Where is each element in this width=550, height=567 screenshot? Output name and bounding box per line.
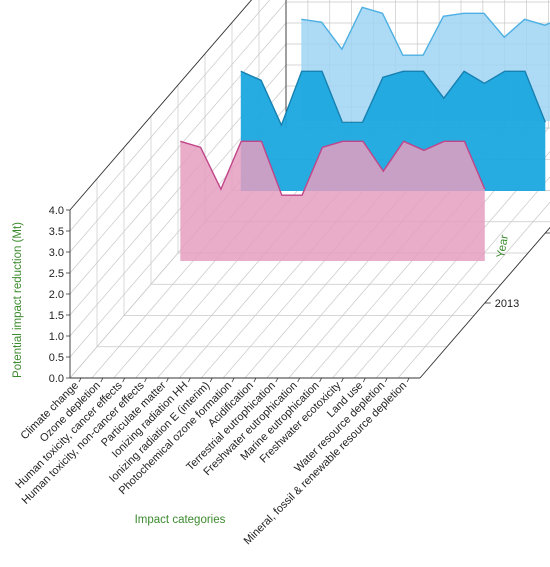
series-layer — [180, 6, 550, 261]
series-line-2023 — [240, 70, 546, 128]
y-tick-label: 2.0 — [49, 289, 64, 301]
series-2013 — [180, 140, 486, 261]
x-tick-mark — [187, 377, 191, 383]
z-tick-label: 2013 — [495, 298, 519, 310]
y-axis-title: Potential impact reduction (Mt) — [12, 222, 24, 378]
frame-edge — [69, 0, 253, 211]
y-axis-ticks: 0.0 0.5 1.0 1.5 2.0 2.5 3.0 3.5 4.0 — [49, 205, 70, 385]
y-tick-label: 1.0 — [49, 331, 64, 343]
series-line-2013 — [180, 140, 486, 196]
series-area-2013 — [180, 141, 485, 261]
y-tick-label: 0.5 — [49, 352, 64, 364]
x-axis-title: Impact categories — [135, 514, 226, 526]
x-tick-mark — [144, 377, 147, 383]
x-tick-mark — [166, 377, 169, 383]
y-tick-label: 0.0 — [49, 373, 64, 385]
x-tick-mark — [78, 377, 82, 383]
x-tick-mark — [319, 377, 322, 383]
x-tick-mark — [122, 377, 126, 383]
x-tick-mark — [209, 377, 213, 383]
axis-frame — [69, 0, 550, 379]
x-tick-mark — [275, 377, 279, 383]
x-tick-mark — [362, 377, 366, 383]
x-tick-mark — [341, 377, 344, 383]
y-tick-label: 2.5 — [49, 268, 64, 280]
x-tick-mark — [231, 377, 235, 383]
y-tick-label: 3.5 — [49, 226, 64, 238]
y-tick-label: 4.0 — [49, 205, 64, 217]
x-tick-mark — [253, 377, 257, 383]
z-axis-title: Year — [495, 234, 511, 259]
x-tick-mark — [100, 377, 104, 383]
x-tick-mark — [297, 377, 301, 383]
series-line-2035 — [301, 6, 550, 56]
x-tick-mark — [406, 377, 410, 383]
z-axis-ticks: 201320232035 — [484, 232, 550, 310]
y-tick-label: 3.0 — [49, 247, 64, 259]
x-tick-mark — [384, 377, 388, 383]
z-axis-line — [419, 226, 550, 379]
y-tick-label: 1.5 — [49, 310, 64, 322]
